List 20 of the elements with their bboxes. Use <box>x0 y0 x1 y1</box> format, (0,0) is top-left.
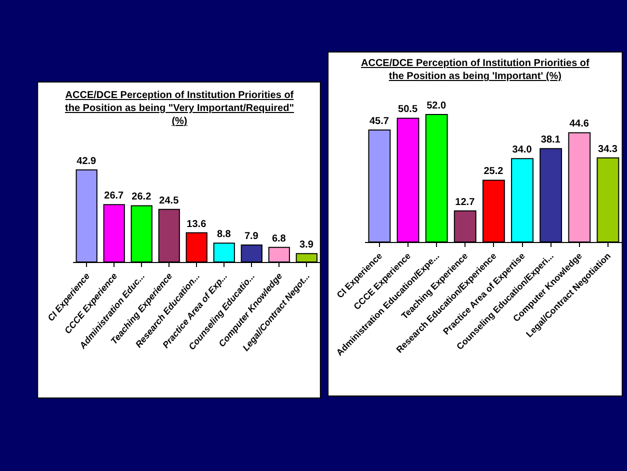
chart-title: ACCE/DCE Perception of Institution Priorities of the Position as being "Very Important/Required" (%) <box>65 90 294 127</box>
data-label: 13.6 <box>186 218 207 230</box>
data-label: 50.5 <box>398 104 418 116</box>
data-label: 45.7 <box>369 116 390 127</box>
data-label: 42.9 <box>76 156 97 167</box>
data-label: 7.9 <box>244 231 259 242</box>
data-label: 38.1 <box>540 134 561 146</box>
chart-title: ACCE/DCE Perception of Institution Priorities of the Position as being 'Important' (%) <box>361 58 590 82</box>
data-label: 25.2 <box>484 166 504 178</box>
data-label: 8.8 <box>216 229 232 240</box>
data-label: 26.7 <box>104 190 124 202</box>
data-label: 6.8 <box>272 233 286 244</box>
data-label: 26.2 <box>132 192 152 203</box>
data-label: 52.0 <box>426 100 447 112</box>
data-label: 44.6 <box>569 118 590 130</box>
data-label: 34.3 <box>598 144 618 155</box>
data-label: 24.5 <box>159 195 180 206</box>
data-label: 34.0 <box>512 144 532 156</box>
data-label: 3.9 <box>299 240 314 251</box>
data-label: 12.7 <box>455 196 476 208</box>
